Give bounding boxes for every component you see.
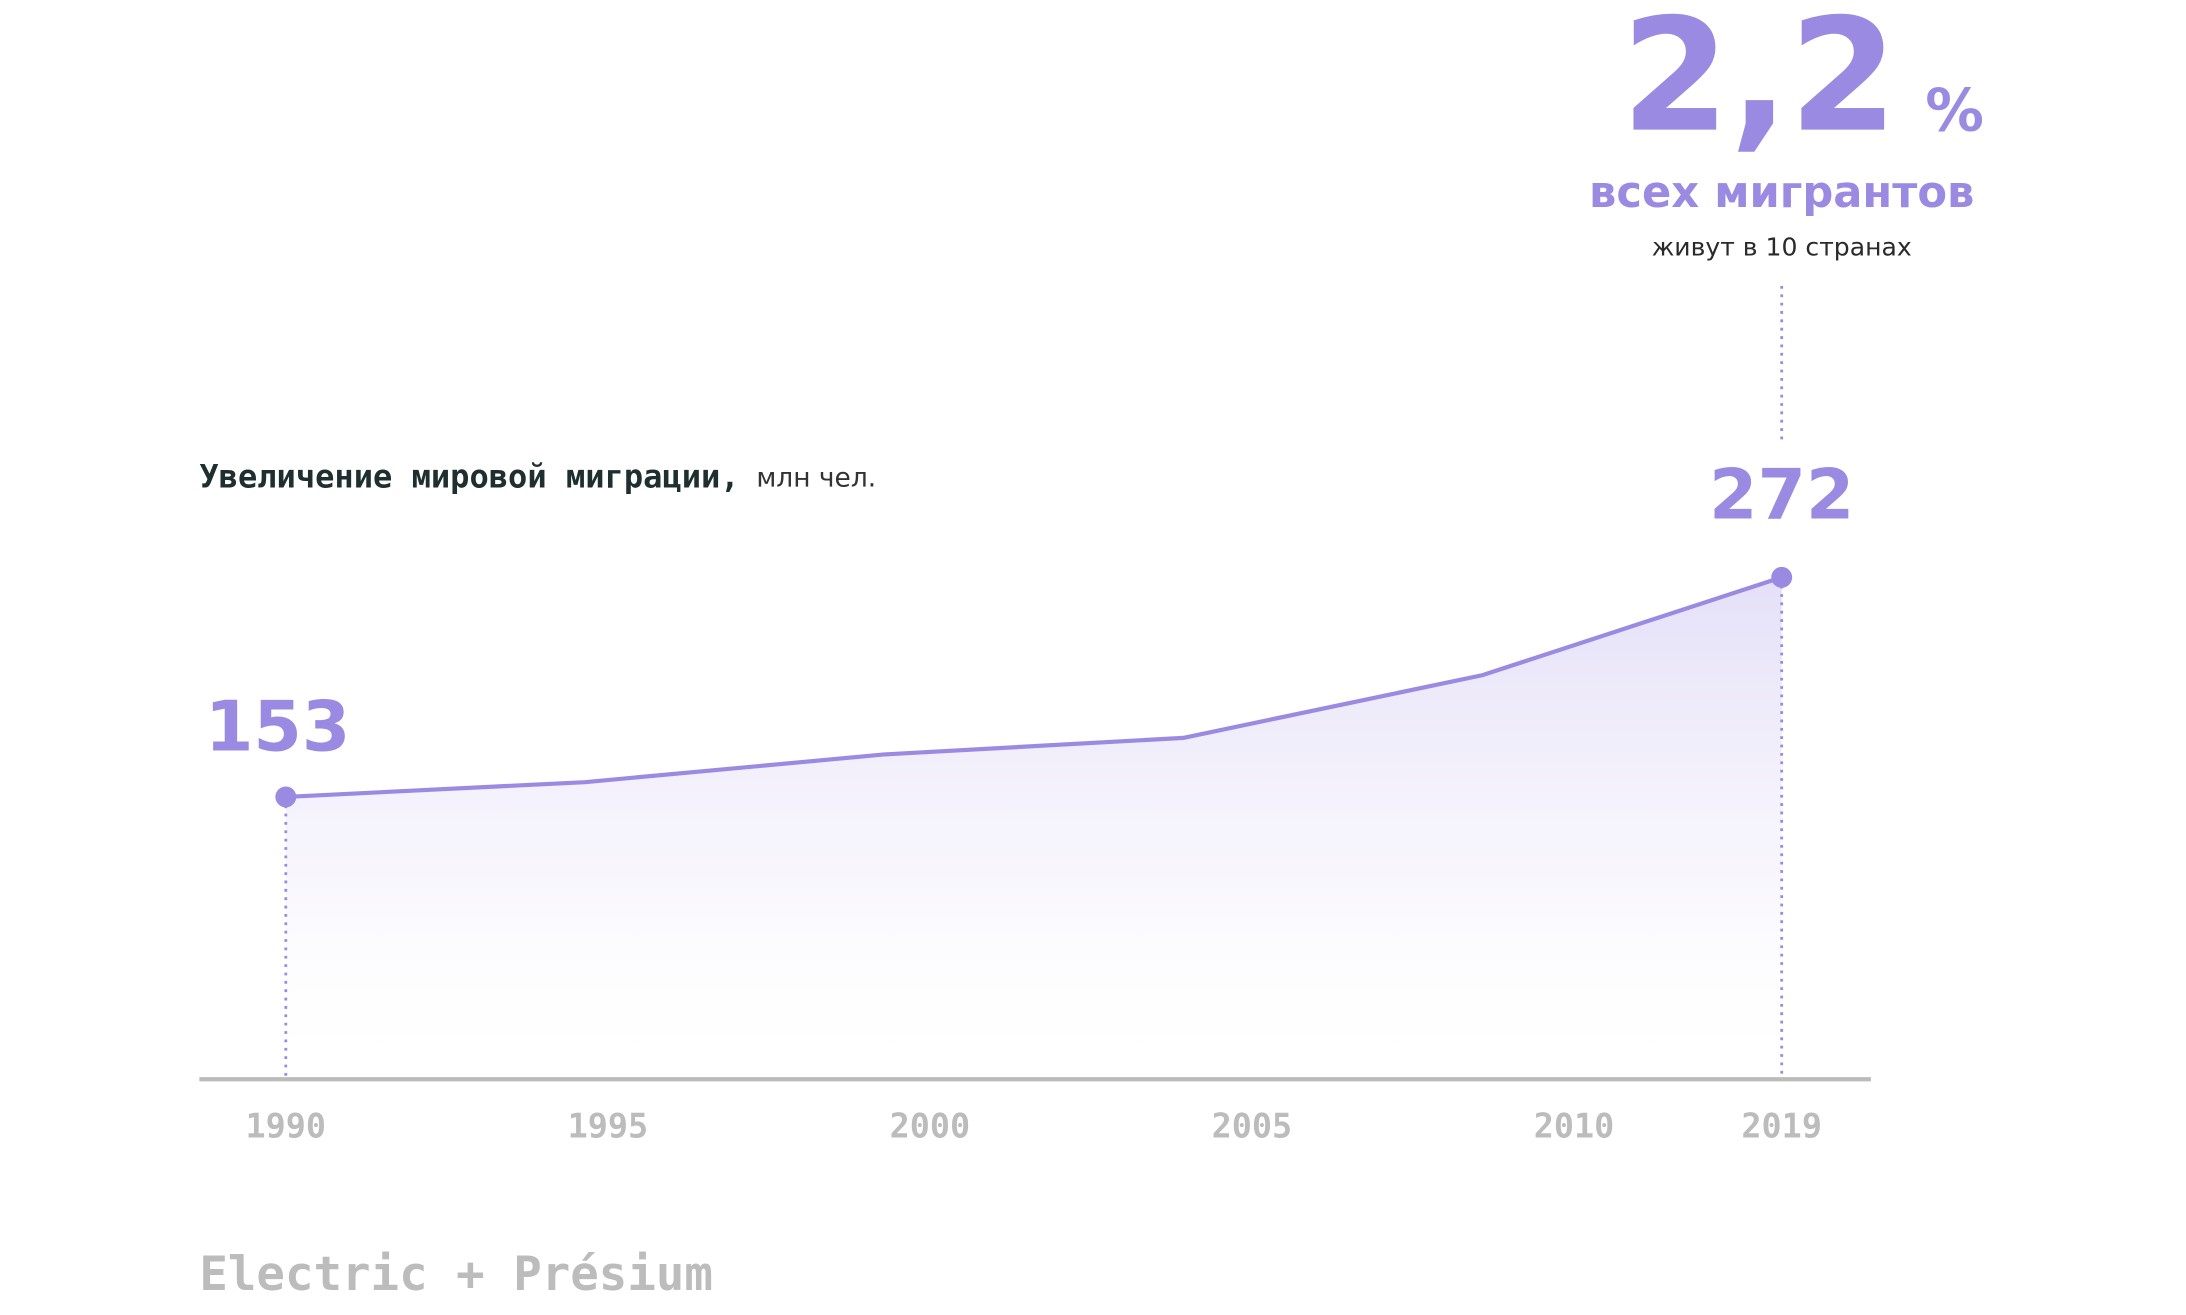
point [1771, 566, 1793, 588]
highlight-headline: всех мигрантов [1589, 168, 1974, 218]
point [275, 786, 297, 808]
x-tick-label: 2010 [1534, 1107, 1615, 1146]
area [285, 577, 1782, 1080]
value-label: 153 [205, 686, 350, 767]
x-tick-label: 2005 [1212, 1107, 1293, 1146]
value-label: 272 [1709, 454, 1854, 535]
highlight-number: 2,2 [1621, 0, 1898, 167]
title: Увеличение мировой миграции, [199, 457, 739, 495]
highlight-unit: % [1925, 77, 1984, 145]
x-tick-label: 1990 [246, 1107, 327, 1146]
footer: Electric + Présium [199, 1247, 713, 1302]
highlight-note: живут в 10 странах [1652, 232, 1912, 261]
subtitle: млн чел. [756, 462, 876, 493]
chart-title: Увеличение мировой миграции, млн чел. [199, 457, 876, 495]
x-tick-label: 2000 [890, 1107, 971, 1146]
x-tick-label: 1995 [568, 1107, 649, 1146]
x-tick-label: 2019 [1741, 1107, 1822, 1146]
line [285, 575, 1783, 800]
